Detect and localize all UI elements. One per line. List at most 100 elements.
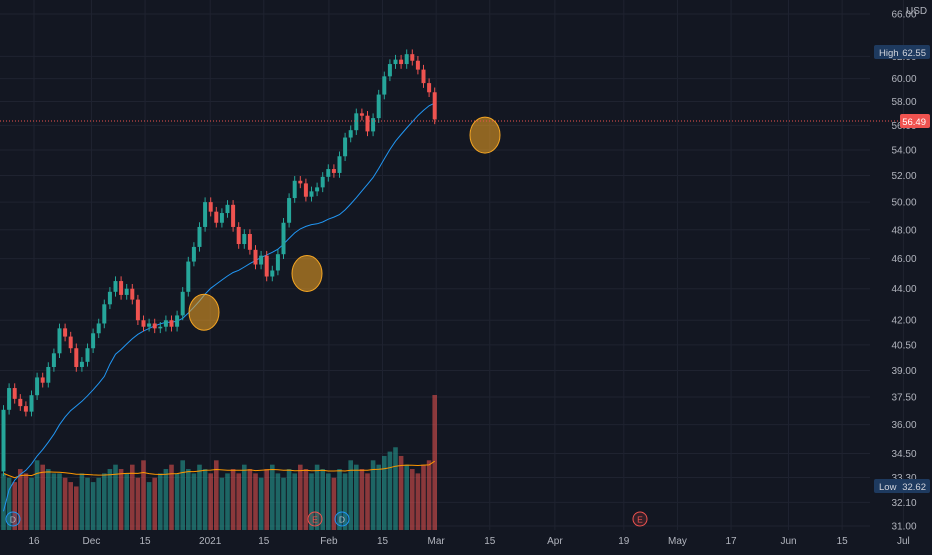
volume-bar (270, 464, 275, 530)
candle-body (40, 377, 45, 383)
candle (331, 164, 336, 178)
candle-body (23, 406, 28, 412)
volume-bar (12, 482, 17, 530)
candle (107, 287, 112, 310)
volume-bar (191, 473, 197, 530)
volume-bar (57, 473, 62, 530)
candle (35, 372, 40, 400)
candle-body (264, 255, 269, 277)
candle (163, 315, 168, 332)
candle (387, 59, 392, 82)
candle-body (427, 83, 432, 93)
candle (113, 276, 118, 297)
volume-bar (370, 460, 376, 530)
candle-body (331, 169, 336, 173)
candle-body (18, 398, 23, 407)
candle (298, 176, 303, 189)
volume-bar (348, 460, 353, 530)
volume-bar (387, 451, 393, 530)
x-tick-label: 15 (140, 536, 152, 547)
candle (175, 310, 180, 332)
candle (275, 249, 280, 276)
candle-body (203, 202, 208, 227)
y-tick-label: 52.00 (891, 171, 916, 182)
candle (135, 294, 140, 326)
volume-bar (331, 477, 337, 530)
high-badge-value: 62.55 (902, 48, 926, 59)
candle-body (343, 137, 348, 157)
volume-bar (225, 473, 230, 530)
volume-bar (113, 464, 118, 530)
candle (270, 265, 275, 282)
candle (432, 87, 437, 125)
candle (242, 229, 247, 249)
x-tick-label: 2021 (199, 536, 222, 547)
candle-body (359, 113, 364, 116)
candle (303, 178, 308, 202)
candle (74, 343, 79, 372)
y-tick-label: 44.00 (891, 284, 916, 295)
volume-ma-line (3, 460, 435, 479)
candle (214, 206, 219, 228)
candle-body (292, 180, 297, 199)
candle (421, 64, 426, 88)
candle-body (432, 92, 437, 120)
candle-body (175, 315, 180, 327)
candle (219, 208, 224, 228)
volume-bar (208, 473, 213, 530)
candle-body (320, 176, 325, 188)
candle-body (236, 226, 241, 245)
candle-body (152, 323, 157, 329)
candle-body (91, 333, 96, 349)
candle (410, 49, 415, 66)
volume-bar (23, 473, 29, 530)
volume-bar (320, 469, 325, 530)
candle-body (270, 270, 275, 277)
volume-bar (247, 469, 253, 530)
volume-bar (152, 477, 157, 530)
candle-body (337, 156, 342, 173)
volume-bar (29, 477, 34, 530)
candle (141, 315, 146, 332)
x-tick-label: 15 (258, 536, 270, 547)
candle-body (242, 234, 247, 245)
volume-bar (174, 473, 180, 530)
candle (393, 54, 398, 69)
y-tick-label: 37.50 (891, 393, 916, 404)
price-axis: 31.00 32.10 33.30 34.50 36.00 37.50 39.00 40.50… (891, 10, 916, 533)
candle-body (12, 388, 17, 399)
candle (51, 348, 56, 372)
volume-bar (141, 460, 146, 530)
event-marker-label: E (637, 515, 643, 525)
candle-body (404, 54, 409, 65)
last-price-badge: 56.49 (900, 114, 930, 128)
volume-bar (180, 460, 185, 530)
dividend-marker[interactable]: D (334, 511, 350, 527)
x-tick-label: 15 (484, 536, 496, 547)
candle-body (107, 291, 112, 305)
earnings-marker[interactable]: E (632, 511, 648, 527)
candle (371, 113, 376, 137)
volume-bar (382, 455, 387, 530)
candle (253, 245, 258, 270)
candle-body (63, 328, 68, 337)
candle (68, 331, 73, 353)
volume-bar (197, 464, 202, 530)
candle-body (399, 59, 404, 65)
y-tick-label: 33.30 (891, 473, 916, 484)
candle (46, 362, 51, 388)
volume-bar (393, 447, 398, 530)
candle (197, 222, 202, 252)
candle-body (1, 409, 6, 472)
last-price-value: 56.49 (902, 117, 926, 128)
volume-bar (202, 469, 208, 530)
event-marker-label: D (339, 515, 345, 525)
candle-body (225, 204, 230, 214)
earnings-marker[interactable]: E (307, 511, 323, 527)
candle (102, 299, 107, 329)
candle (365, 110, 370, 137)
y-tick-label: 54.00 (891, 145, 916, 156)
dividend-marker[interactable]: D (5, 511, 21, 527)
